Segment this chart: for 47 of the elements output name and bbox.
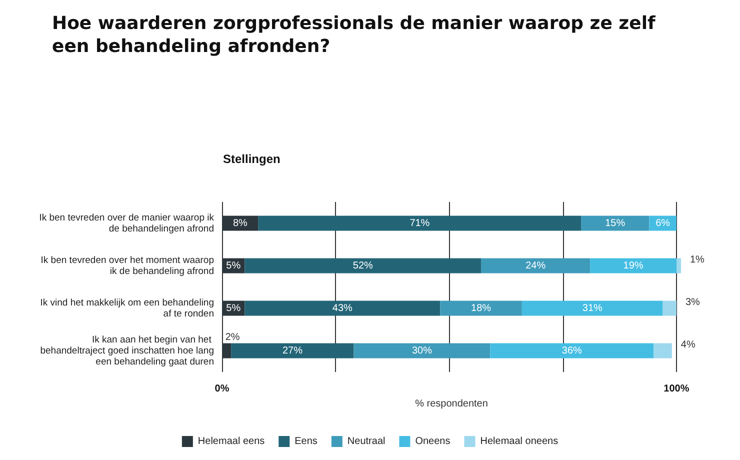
data-label: 6% xyxy=(656,218,670,229)
legend-label: Oneens xyxy=(415,436,450,447)
legend-label: Helemaal oneens xyxy=(480,436,558,447)
chart-subtitle: Stellingen xyxy=(223,152,280,166)
y-tick-label: Ik ben tevreden over de manier waarop ik de behandelingen afrond xyxy=(39,212,214,234)
bar xyxy=(244,300,440,316)
x-tick-label: 0% xyxy=(214,384,230,394)
bar xyxy=(258,216,582,231)
chart-title: Hoe waarderen zorgprofessionals de manier waarop ze zelf een behandeling afronden? xyxy=(52,12,656,59)
y-tick-label: Ik ben tevreden over het moment waarop ik de behandeling afrond xyxy=(40,254,214,277)
data-label: 19% xyxy=(623,260,644,272)
data-label: 27% xyxy=(282,345,303,356)
bar xyxy=(662,300,676,316)
data-label: 15% xyxy=(605,218,626,229)
bar xyxy=(581,216,650,231)
bar xyxy=(654,343,672,358)
data-label: 30% xyxy=(412,345,432,356)
data-label: 1% xyxy=(690,254,705,266)
data-label: 2% xyxy=(225,332,240,343)
y-tick-label: Ik kan aan het begin van het behandeltraject goed inschatten hoe lang een behandeling gaat duren xyxy=(40,334,214,368)
y-tick-label: Ik vind het makkelijk om een behandeling af te ronden xyxy=(40,297,214,320)
legend-label: Helemaal eens xyxy=(198,436,265,447)
data-label: 18% xyxy=(471,302,492,314)
legend-label: Eens xyxy=(294,436,318,447)
x-axis-title: % respondenten xyxy=(415,398,488,410)
bar xyxy=(440,300,522,316)
data-label: 43% xyxy=(332,302,353,314)
legend-label: Neutraal xyxy=(347,436,386,447)
bar xyxy=(676,258,681,274)
data-label: 31% xyxy=(582,302,602,314)
bar xyxy=(522,300,663,316)
bar xyxy=(354,343,490,358)
data-label: 24% xyxy=(526,260,546,272)
data-label: 5% xyxy=(226,260,241,272)
data-label: 4% xyxy=(680,339,696,350)
bar xyxy=(244,258,482,274)
x-tick-label: 100% xyxy=(664,384,690,394)
data-label: 3% xyxy=(685,296,700,308)
data-label: 8% xyxy=(232,218,248,229)
bar xyxy=(490,343,654,358)
data-label: 36% xyxy=(562,345,582,356)
data-label: 52% xyxy=(352,260,373,272)
data-label: 71% xyxy=(410,218,430,229)
bar xyxy=(481,258,590,274)
bar xyxy=(231,343,354,358)
bar xyxy=(590,258,676,274)
data-label: 5% xyxy=(226,302,241,314)
